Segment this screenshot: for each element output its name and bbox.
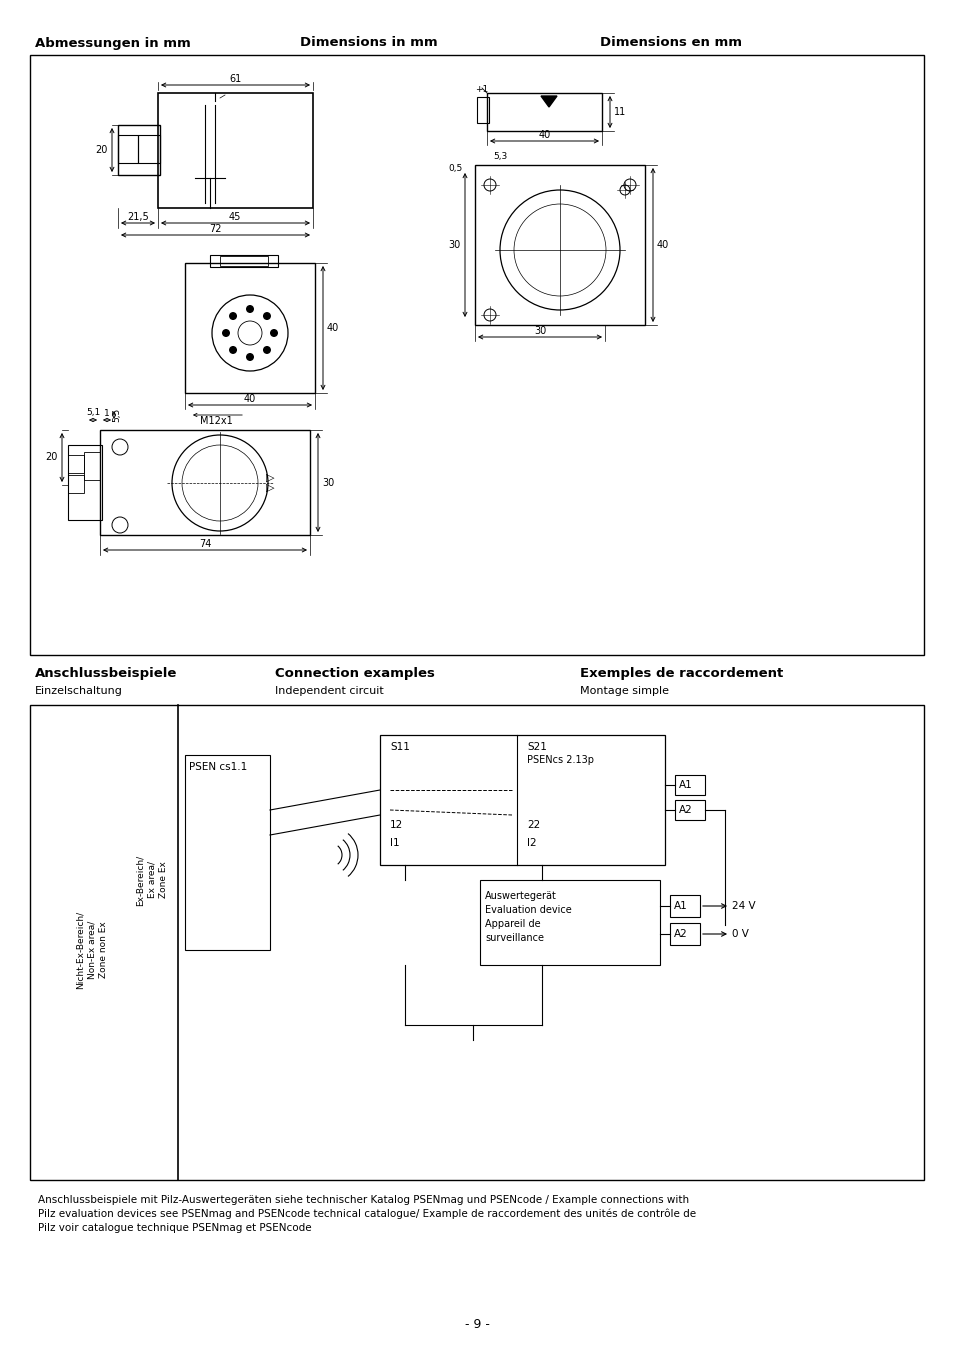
Circle shape	[222, 330, 230, 336]
Text: Abmessungen in mm: Abmessungen in mm	[35, 36, 191, 50]
Bar	[479, 880, 659, 965]
Text: PSENcs 2.13p: PSENcs 2.13p	[526, 755, 594, 765]
Bar	[30, 55, 923, 655]
Text: +1: +1	[475, 85, 488, 95]
Bar	[100, 430, 310, 535]
Bar	[30, 1185, 923, 1265]
Text: Zone non Ex: Zone non Ex	[99, 921, 109, 978]
Text: Pilz evaluation devices see PSENmag and PSENcode technical catalogue/ Example de: Pilz evaluation devices see PSENmag and …	[38, 1209, 696, 1219]
Bar	[185, 263, 314, 393]
Text: ▷: ▷	[266, 473, 274, 484]
Text: Pilz voir catalogue technique PSENmag et PSENcode: Pilz voir catalogue technique PSENmag et…	[38, 1223, 312, 1233]
Circle shape	[246, 353, 253, 361]
Text: 40: 40	[537, 130, 550, 141]
Text: ▷: ▷	[266, 484, 274, 493]
Text: PSEN cs1.1: PSEN cs1.1	[189, 762, 247, 771]
Text: Einzelschaltung: Einzelschaltung	[35, 686, 123, 696]
Text: A1: A1	[673, 901, 687, 911]
Bar	[210, 255, 277, 267]
Text: 0,5: 0,5	[448, 163, 462, 173]
Bar	[30, 705, 923, 1179]
Circle shape	[263, 346, 271, 354]
Bar	[475, 165, 644, 326]
Text: 40: 40	[327, 323, 339, 332]
Bar	[68, 476, 84, 493]
Circle shape	[229, 312, 236, 320]
Bar	[68, 444, 102, 520]
Text: 5,1: 5,1	[86, 408, 100, 417]
Text: Connection examples: Connection examples	[274, 666, 435, 680]
Text: A2: A2	[679, 805, 692, 815]
Text: A2: A2	[673, 929, 687, 939]
Text: 20: 20	[46, 453, 58, 462]
Text: Nicht-Ex-Bereich/: Nicht-Ex-Bereich/	[75, 911, 85, 989]
Text: Evaluation device: Evaluation device	[484, 905, 571, 915]
Bar	[675, 800, 704, 820]
Text: 0 V: 0 V	[731, 929, 748, 939]
Bar	[68, 455, 84, 473]
Text: 40: 40	[244, 394, 255, 404]
Text: Ex-Bereich/: Ex-Bereich/	[135, 854, 144, 905]
Circle shape	[263, 312, 271, 320]
Text: Ex area/: Ex area/	[148, 862, 156, 898]
Bar	[669, 894, 700, 917]
Text: S11: S11	[390, 742, 410, 753]
Bar	[379, 735, 664, 865]
Text: Auswertegerät: Auswertegerät	[484, 892, 557, 901]
Text: 74: 74	[198, 539, 211, 549]
Text: 20: 20	[95, 145, 108, 155]
Bar	[220, 255, 268, 266]
Text: Dimensions en mm: Dimensions en mm	[599, 36, 741, 50]
Text: I2: I2	[526, 838, 536, 848]
Text: Anschlussbeispiele: Anschlussbeispiele	[35, 666, 177, 680]
Text: M12x1: M12x1	[200, 416, 233, 426]
Text: 40: 40	[657, 240, 669, 250]
Text: 21,5: 21,5	[127, 212, 149, 222]
Text: 30: 30	[322, 477, 334, 488]
Text: 72: 72	[209, 224, 221, 234]
Text: 5,5: 5,5	[112, 408, 121, 422]
Text: 30: 30	[448, 240, 460, 250]
Text: Anschlussbeispiele mit Pilz-Auswertegeräten siehe technischer Katalog PSENmag un: Anschlussbeispiele mit Pilz-Auswertegerä…	[38, 1196, 688, 1205]
Text: Exemples de raccordement: Exemples de raccordement	[579, 666, 782, 680]
Bar	[185, 755, 270, 950]
Text: 11: 11	[614, 107, 625, 118]
Text: Montage simple: Montage simple	[579, 686, 668, 696]
Bar	[84, 453, 100, 480]
Text: 45: 45	[229, 212, 241, 222]
Text: Independent circuit: Independent circuit	[274, 686, 383, 696]
Text: 24 V: 24 V	[731, 901, 755, 911]
Bar	[669, 923, 700, 944]
Circle shape	[229, 346, 236, 354]
Bar	[486, 93, 601, 131]
Bar	[476, 97, 489, 123]
Bar	[118, 135, 138, 163]
Text: 1: 1	[104, 408, 110, 417]
Text: 5,3: 5,3	[493, 153, 507, 162]
Bar	[675, 775, 704, 794]
Text: Appareil de: Appareil de	[484, 919, 540, 929]
Text: 22: 22	[526, 820, 539, 830]
Text: A1: A1	[679, 780, 692, 790]
Text: I1: I1	[390, 838, 399, 848]
Text: 61: 61	[229, 74, 241, 84]
Text: Dimensions in mm: Dimensions in mm	[299, 36, 437, 50]
Text: S21: S21	[526, 742, 546, 753]
Text: Non-Ex area/: Non-Ex area/	[88, 921, 96, 979]
Bar	[158, 93, 313, 208]
Circle shape	[246, 305, 253, 313]
Text: surveillance: surveillance	[484, 934, 543, 943]
Text: 30: 30	[534, 326, 545, 336]
Bar	[138, 135, 160, 163]
Bar	[118, 126, 160, 176]
Text: Zone Ex: Zone Ex	[159, 862, 169, 898]
Circle shape	[270, 330, 277, 336]
Text: 12: 12	[390, 820, 403, 830]
Text: - 9 -: - 9 -	[464, 1319, 489, 1332]
Polygon shape	[540, 96, 557, 107]
